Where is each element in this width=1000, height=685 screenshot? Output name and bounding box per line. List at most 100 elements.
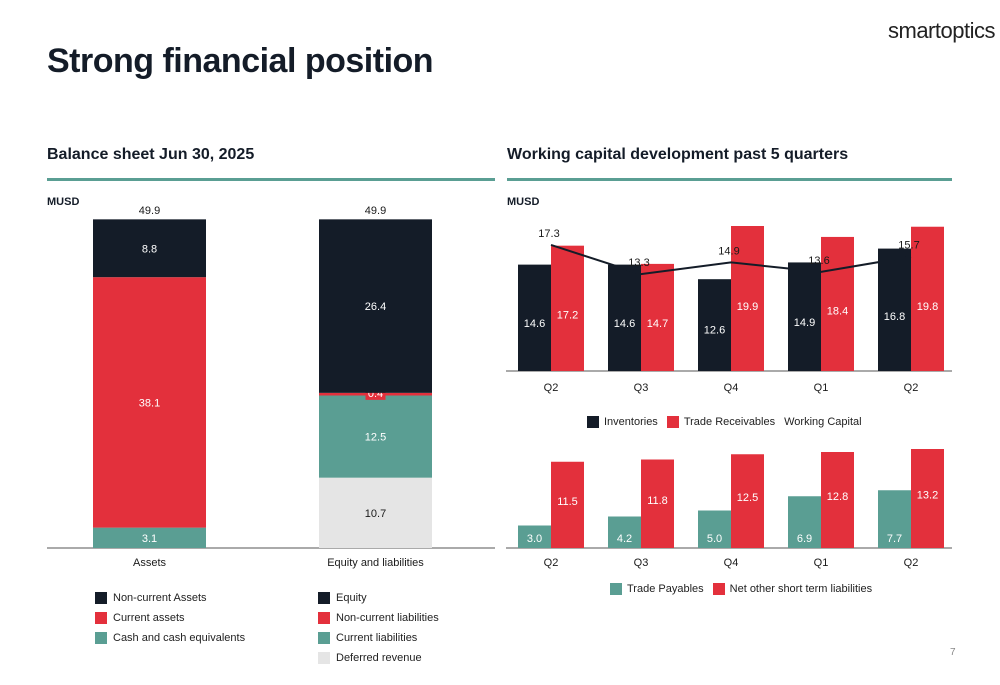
legend-swatch bbox=[318, 612, 330, 624]
bar bbox=[911, 449, 944, 548]
data-label: 19.9 bbox=[737, 301, 758, 313]
category-label: Q1 bbox=[814, 382, 829, 394]
data-label: 14.6 bbox=[524, 318, 545, 330]
data-label: 7.7 bbox=[887, 533, 902, 545]
category-label: Q4 bbox=[724, 382, 739, 394]
data-label: 14.6 bbox=[614, 318, 635, 330]
bar bbox=[518, 525, 551, 548]
stack-segment bbox=[93, 219, 206, 278]
data-label: 38.1 bbox=[139, 397, 160, 409]
legend-item-deferred-revenue: Deferred revenue bbox=[318, 648, 439, 668]
stack-segment bbox=[319, 395, 432, 478]
category-label: Assets bbox=[133, 557, 167, 569]
bar bbox=[878, 248, 911, 371]
data-label: 16.8 bbox=[884, 311, 905, 323]
category-label: Q2 bbox=[904, 557, 919, 569]
working-capital-title: Working capital development past 5 quart… bbox=[507, 146, 849, 163]
data-label: 14.9 bbox=[794, 317, 815, 329]
data-label: 18.4 bbox=[827, 306, 848, 318]
data-label: 5.0 bbox=[707, 533, 722, 545]
bar bbox=[821, 452, 854, 548]
legend-item-working-capital: Working Capital bbox=[784, 416, 862, 428]
bar bbox=[878, 490, 911, 548]
page-title: Strong financial position bbox=[47, 42, 434, 80]
bar bbox=[821, 236, 854, 371]
page-number: 7 bbox=[950, 647, 956, 658]
line-data-label: 15.7 bbox=[898, 240, 919, 252]
bar bbox=[698, 510, 731, 548]
bar bbox=[518, 264, 551, 371]
working-capital-unit: MUSD bbox=[507, 196, 540, 208]
legend-item-inventories: Inventories bbox=[587, 416, 658, 428]
legend-swatch bbox=[712, 583, 725, 595]
balance-sheet-rule bbox=[47, 178, 495, 181]
legend-swatch bbox=[318, 652, 330, 664]
legend-swatch bbox=[318, 592, 330, 604]
legend-working-capital: Inventories Trade Receivables Working Ca… bbox=[587, 416, 871, 428]
legend-item-non-current-assets: Non-current Assets bbox=[95, 588, 245, 608]
legend-swatch bbox=[610, 583, 622, 595]
bar bbox=[698, 279, 731, 371]
working-capital-line bbox=[550, 243, 912, 276]
data-label: 11.5 bbox=[557, 496, 578, 508]
legend-liabilities: Equity Non-current liabilities Current l… bbox=[318, 588, 439, 668]
legend-item-equity: Equity bbox=[318, 588, 439, 608]
legend-swatch bbox=[95, 612, 107, 624]
data-label: 3.1 bbox=[142, 533, 157, 545]
bar bbox=[788, 496, 821, 548]
legend-swatch bbox=[95, 592, 107, 604]
data-label: 8.8 bbox=[142, 243, 157, 255]
bar bbox=[911, 226, 944, 371]
bar bbox=[641, 459, 674, 548]
legend-swatch bbox=[666, 416, 679, 428]
stack-segment bbox=[93, 527, 206, 548]
legend-item-trade-payables: Trade Payables bbox=[610, 583, 704, 595]
data-label: 13.2 bbox=[917, 490, 938, 502]
data-label: 11.8 bbox=[647, 495, 668, 507]
data-label: 6.9 bbox=[797, 533, 812, 545]
legend-item-net-other-liabilities: Net other short term liabilities bbox=[712, 583, 872, 595]
legend-item-non-current-liabilities: Non-current liabilities bbox=[318, 608, 439, 628]
legend-item-current-assets: Current assets bbox=[95, 608, 245, 628]
data-label: 12.5 bbox=[737, 492, 758, 504]
category-label: Q2 bbox=[544, 557, 559, 569]
legend-assets: Non-current Assets Current assets Cash a… bbox=[95, 588, 245, 648]
data-label: 4.2 bbox=[617, 533, 632, 545]
legend-item-current-liabilities: Current liabilities bbox=[318, 628, 439, 648]
legend-item-cash: Cash and cash equivalents bbox=[95, 628, 245, 648]
bar bbox=[551, 245, 584, 371]
data-label: 14.7 bbox=[647, 318, 668, 330]
category-label: Q4 bbox=[724, 557, 739, 569]
category-label: Q3 bbox=[634, 557, 649, 569]
bar bbox=[551, 461, 584, 548]
legend-item-trade-receivables: Trade Receivables bbox=[666, 416, 775, 428]
total-label: 49.9 bbox=[139, 205, 160, 217]
bar bbox=[608, 264, 641, 371]
balance-sheet-unit: MUSD bbox=[47, 196, 80, 208]
data-label: 26.4 bbox=[365, 301, 386, 313]
bar bbox=[641, 263, 674, 371]
legend-swatch bbox=[318, 632, 330, 644]
category-label: Q2 bbox=[544, 382, 559, 394]
brand-logo: smartoptics bbox=[888, 18, 995, 43]
data-label: 12.6 bbox=[704, 325, 725, 337]
bar bbox=[788, 262, 821, 371]
stack-segment bbox=[319, 477, 432, 548]
legend-swatch bbox=[95, 632, 107, 644]
category-label: Q3 bbox=[634, 382, 649, 394]
category-label: Equity and liabilities bbox=[327, 557, 424, 569]
category-label: Q1 bbox=[814, 557, 829, 569]
total-label: 49.9 bbox=[365, 205, 386, 217]
bar bbox=[608, 516, 641, 548]
data-label: 3.0 bbox=[527, 533, 542, 545]
line-data-label: 13.3 bbox=[628, 257, 649, 269]
data-label: 19.8 bbox=[917, 301, 938, 313]
data-label: 10.7 bbox=[365, 508, 386, 520]
data-label: 12.8 bbox=[827, 491, 848, 503]
bar bbox=[731, 226, 764, 371]
stack-segment bbox=[93, 277, 206, 528]
line-data-label: 14.9 bbox=[718, 245, 739, 257]
legend-liabilities-right: Trade Payables Net other short term liab… bbox=[610, 583, 881, 595]
working-capital-rule bbox=[507, 178, 952, 181]
